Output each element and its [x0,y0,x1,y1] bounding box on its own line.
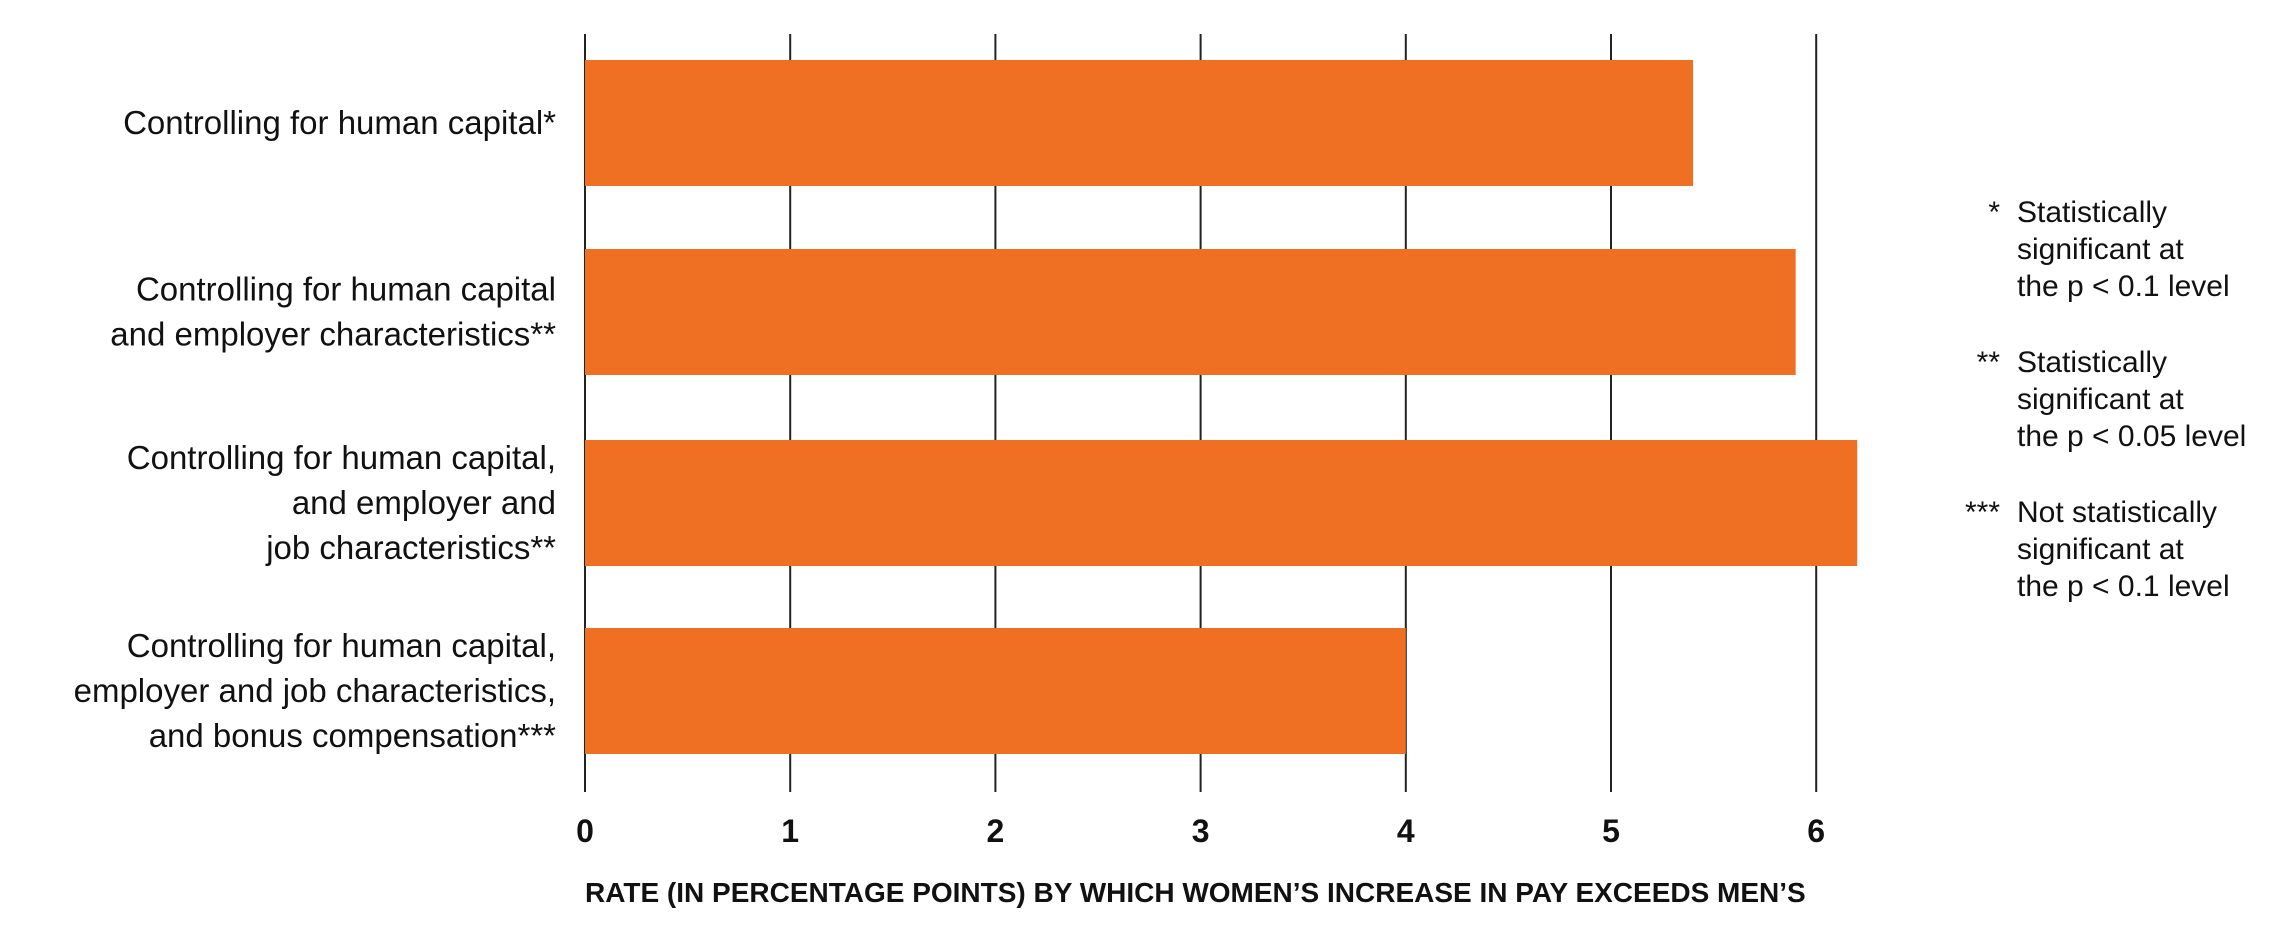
legend-text-line: significant at [2017,533,2184,566]
category-label-line: Controlling for human capital [136,271,556,308]
category-label-line: and bonus compensation*** [149,717,556,754]
category-label: Controlling for human capital, and employ… [127,439,556,566]
legend-text-line: the p < 0.1 level [2017,270,2230,303]
legend-item: * Statistically significant at the p < 0.1 … [1988,196,2229,303]
x-tick-labels: 0 1 2 3 4 5 6 [576,813,1825,849]
category-label: Controlling for human capital* [123,104,556,141]
x-tick-label: 2 [987,813,1005,849]
legend-marker: *** [1965,496,2000,529]
legend-text-line: Not statistically [2017,496,2217,529]
x-tick-label: 0 [576,813,594,849]
legend-text-line: significant at [2017,383,2184,416]
bars [585,60,1858,754]
category-labels: Controlling for human capital* Controllin… [74,104,557,754]
category-label: Controlling for human capital, employer a… [74,627,557,754]
legend-marker: ** [1977,346,2001,379]
bar [585,628,1406,754]
x-tick-label: 1 [781,813,799,849]
category-label-line: Controlling for human capital, [127,627,556,664]
bar [585,440,1858,566]
x-tick-label: 6 [1807,813,1825,849]
category-label-line: job characteristics** [265,529,556,566]
legend-text-line: significant at [2017,233,2184,266]
category-label-line: and employer and [292,484,556,521]
category-label-line: Controlling for human capital* [123,104,556,141]
bar [585,249,1796,375]
significance-legend: * Statistically significant at the p < 0.1 … [1965,196,2246,603]
x-axis-title: RATE (IN PERCENTAGE POINTS) BY WHICH WOM… [585,877,1806,908]
category-label-line: employer and job characteristics, [74,672,556,709]
legend-item: *** Not statistically significant at the p … [1965,496,2230,603]
category-label: Controlling for human capital and employe… [110,271,556,353]
legend-text-line: the p < 0.05 level [2017,420,2246,453]
legend-text-line: Statistically [2017,196,2167,229]
x-tick-label: 3 [1192,813,1210,849]
legend-item: ** Statistically significant at the p < 0.0… [1977,346,2247,453]
x-tick-label: 4 [1397,813,1415,849]
category-label-line: Controlling for human capital, [127,439,556,476]
legend-text-line: the p < 0.1 level [2017,570,2230,603]
x-tick-label: 5 [1602,813,1620,849]
legend-text-line: Statistically [2017,346,2167,379]
bar [585,60,1694,186]
legend-marker: * [1988,196,2000,229]
category-label-line: and employer characteristics** [110,316,556,353]
